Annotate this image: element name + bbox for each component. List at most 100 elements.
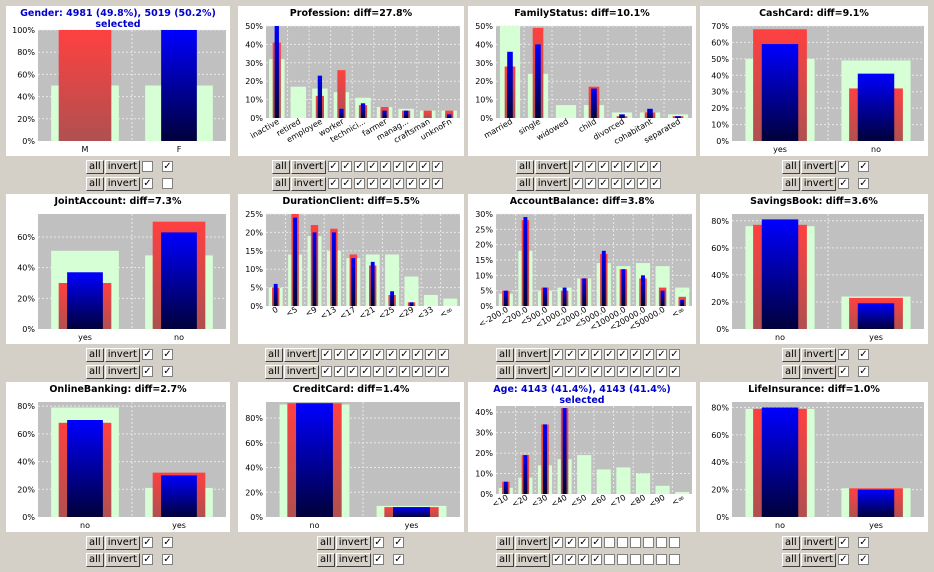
category-checkbox[interactable]: ✓ <box>642 366 654 377</box>
category-checkbox[interactable]: ✓ <box>603 366 615 377</box>
all-button[interactable]: all <box>272 176 290 191</box>
category-checkbox[interactable]: ✓ <box>437 349 449 360</box>
all-button[interactable]: all <box>516 176 534 191</box>
category-checkbox[interactable] <box>629 537 641 548</box>
category-checkbox[interactable]: ✓ <box>161 349 173 360</box>
category-checkbox[interactable]: ✓ <box>385 349 397 360</box>
invert-button[interactable]: invert <box>104 364 140 379</box>
category-checkbox[interactable]: ✓ <box>837 349 849 360</box>
category-checkbox[interactable]: ✓ <box>431 178 443 189</box>
invert-button[interactable]: invert <box>800 159 836 174</box>
all-button[interactable]: all <box>86 535 104 550</box>
all-button[interactable]: all <box>86 364 104 379</box>
category-checkbox[interactable]: ✓ <box>161 161 173 172</box>
category-checkbox[interactable]: ✓ <box>346 366 358 377</box>
category-checkbox[interactable]: ✓ <box>577 554 589 565</box>
category-checkbox[interactable]: ✓ <box>564 349 576 360</box>
category-checkbox[interactable]: ✓ <box>141 349 153 360</box>
category-checkbox[interactable]: ✓ <box>616 366 628 377</box>
category-checkbox[interactable]: ✓ <box>590 537 602 548</box>
category-checkbox[interactable]: ✓ <box>597 178 609 189</box>
all-button[interactable]: all <box>782 535 800 550</box>
invert-button[interactable]: invert <box>534 176 570 191</box>
invert-button[interactable]: invert <box>104 535 140 550</box>
invert-button[interactable]: invert <box>800 364 836 379</box>
category-checkbox[interactable]: ✓ <box>603 349 615 360</box>
all-button[interactable]: all <box>782 552 800 567</box>
category-checkbox[interactable]: ✓ <box>379 161 391 172</box>
category-checkbox[interactable]: ✓ <box>333 349 345 360</box>
category-checkbox[interactable]: ✓ <box>577 537 589 548</box>
category-checkbox[interactable]: ✓ <box>333 366 345 377</box>
invert-button[interactable]: invert <box>104 552 140 567</box>
category-checkbox[interactable]: ✓ <box>320 366 332 377</box>
category-checkbox[interactable]: ✓ <box>636 161 648 172</box>
invert-button[interactable]: invert <box>800 535 836 550</box>
category-checkbox[interactable]: ✓ <box>551 554 563 565</box>
all-button[interactable]: all <box>265 364 283 379</box>
category-checkbox[interactable]: ✓ <box>141 537 153 548</box>
category-checkbox[interactable]: ✓ <box>424 349 436 360</box>
category-checkbox[interactable] <box>141 161 153 172</box>
category-checkbox[interactable]: ✓ <box>141 554 153 565</box>
category-checkbox[interactable] <box>603 554 615 565</box>
invert-button[interactable]: invert <box>335 535 371 550</box>
invert-button[interactable]: invert <box>283 347 319 362</box>
category-checkbox[interactable]: ✓ <box>623 161 635 172</box>
category-checkbox[interactable]: ✓ <box>392 554 404 565</box>
category-checkbox[interactable]: ✓ <box>837 178 849 189</box>
category-checkbox[interactable]: ✓ <box>610 161 622 172</box>
category-checkbox[interactable]: ✓ <box>141 178 153 189</box>
category-checkbox[interactable]: ✓ <box>837 366 849 377</box>
category-checkbox[interactable]: ✓ <box>629 349 641 360</box>
category-checkbox[interactable]: ✓ <box>837 161 849 172</box>
invert-button[interactable]: invert <box>800 176 836 191</box>
category-checkbox[interactable] <box>629 554 641 565</box>
invert-button[interactable]: invert <box>335 552 371 567</box>
invert-button[interactable]: invert <box>104 176 140 191</box>
category-checkbox[interactable]: ✓ <box>623 178 635 189</box>
category-checkbox[interactable]: ✓ <box>649 178 661 189</box>
category-checkbox[interactable]: ✓ <box>327 161 339 172</box>
category-checkbox[interactable] <box>616 554 628 565</box>
category-checkbox[interactable]: ✓ <box>837 554 849 565</box>
all-button[interactable]: all <box>496 535 514 550</box>
all-button[interactable]: all <box>86 347 104 362</box>
category-checkbox[interactable]: ✓ <box>346 349 358 360</box>
category-checkbox[interactable]: ✓ <box>655 366 667 377</box>
category-checkbox[interactable] <box>616 537 628 548</box>
category-checkbox[interactable]: ✓ <box>320 349 332 360</box>
category-checkbox[interactable]: ✓ <box>437 366 449 377</box>
category-checkbox[interactable]: ✓ <box>366 178 378 189</box>
category-checkbox[interactable]: ✓ <box>379 178 391 189</box>
invert-button[interactable]: invert <box>534 159 570 174</box>
category-checkbox[interactable]: ✓ <box>857 554 869 565</box>
category-checkbox[interactable]: ✓ <box>398 366 410 377</box>
all-button[interactable]: all <box>496 364 514 379</box>
category-checkbox[interactable]: ✓ <box>431 161 443 172</box>
category-checkbox[interactable]: ✓ <box>418 161 430 172</box>
category-checkbox[interactable]: ✓ <box>837 537 849 548</box>
all-button[interactable]: all <box>782 364 800 379</box>
category-checkbox[interactable]: ✓ <box>392 161 404 172</box>
category-checkbox[interactable] <box>655 537 667 548</box>
all-button[interactable]: all <box>782 176 800 191</box>
category-checkbox[interactable] <box>161 178 173 189</box>
all-button[interactable]: all <box>86 176 104 191</box>
category-checkbox[interactable]: ✓ <box>161 554 173 565</box>
category-checkbox[interactable]: ✓ <box>161 537 173 548</box>
category-checkbox[interactable]: ✓ <box>610 178 622 189</box>
category-checkbox[interactable]: ✓ <box>372 554 384 565</box>
category-checkbox[interactable]: ✓ <box>584 161 596 172</box>
all-button[interactable]: all <box>265 347 283 362</box>
category-checkbox[interactable]: ✓ <box>411 349 423 360</box>
invert-button[interactable]: invert <box>290 176 326 191</box>
category-checkbox[interactable]: ✓ <box>564 537 576 548</box>
category-checkbox[interactable]: ✓ <box>353 161 365 172</box>
all-button[interactable]: all <box>782 159 800 174</box>
all-button[interactable]: all <box>496 552 514 567</box>
category-checkbox[interactable]: ✓ <box>636 178 648 189</box>
category-checkbox[interactable]: ✓ <box>340 161 352 172</box>
category-checkbox[interactable]: ✓ <box>577 366 589 377</box>
category-checkbox[interactable]: ✓ <box>340 178 352 189</box>
